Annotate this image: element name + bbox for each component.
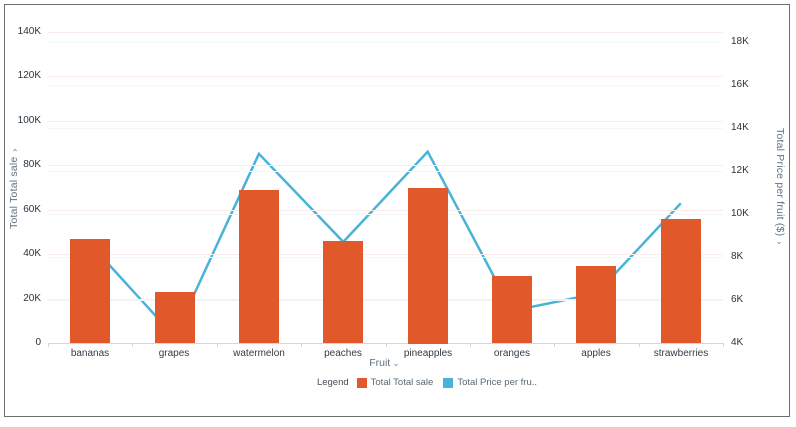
chevron-down-icon: ⌄ (9, 146, 19, 157)
right-axis-gridline (48, 85, 723, 86)
x-label-oranges: oranges (493, 348, 531, 359)
right-axis-gridline (48, 300, 723, 301)
left-axis-gridline (48, 165, 723, 166)
bar-oranges[interactable] (492, 276, 532, 343)
right-axis-gridline (48, 42, 723, 43)
left-axis-gridline (48, 299, 723, 300)
right-axis-gridline (48, 257, 723, 258)
right-axis-title-label: Total Price per fruit ($) (774, 128, 786, 237)
left-axis-tick-label: 80K (23, 159, 41, 171)
x-axis-tickmark (554, 343, 555, 347)
legend: Legend Total Total sale Total Price per f… (35, 377, 796, 388)
left-axis-gridline (48, 254, 723, 255)
chevron-down-icon: ⌄ (392, 358, 400, 368)
legend-label: Legend (316, 377, 349, 388)
x-axis-title-label: Fruit (369, 357, 391, 369)
x-axis-tickmark (48, 343, 49, 347)
legend-item-label: Total Total sale (370, 377, 434, 388)
x-label-strawberries: strawberries (653, 348, 709, 359)
bar-pineapples[interactable] (408, 188, 448, 344)
x-label-grapes: grapes (158, 348, 190, 359)
bar-grapes[interactable] (155, 292, 195, 343)
right-axis-title[interactable]: Total Price per fruit ($) ⌄ (773, 32, 787, 343)
x-label-peaches: peaches (324, 348, 362, 359)
right-axis-gridline (48, 128, 723, 129)
left-axis-tick-label: 0 (35, 337, 41, 348)
x-axis-tickmark (386, 343, 387, 347)
left-axis-gridline (48, 32, 723, 33)
left-axis-tick-label: 120K (17, 70, 41, 82)
right-axis-tick-label: 16K (731, 79, 749, 90)
right-axis-tick-label: 12K (731, 165, 749, 176)
left-axis-tick-label: 60K (23, 203, 41, 215)
x-label-apples: apples (581, 348, 611, 359)
x-label-watermelon: watermelon (233, 348, 285, 359)
right-axis-tick-label: 6K (731, 294, 744, 305)
x-axis-tickmark (639, 343, 640, 347)
x-label-pineapples: pineapples (403, 348, 453, 359)
right-axis-gridline (48, 214, 723, 215)
x-axis-tickmark (470, 343, 471, 347)
legend-item-label: Total Price per fru.. (457, 377, 538, 388)
right-axis-tick-label: 4K (731, 337, 744, 348)
left-axis-tick-label: 140K (17, 26, 41, 37)
x-axis-tickmark (301, 343, 302, 347)
x-axis-tickmark (217, 343, 218, 347)
bar-bananas[interactable] (70, 239, 110, 343)
right-axis-tick-label: 10K (731, 208, 749, 219)
x-axis-baseline (48, 343, 723, 344)
left-axis-tick-label: 100K (17, 114, 41, 126)
legend-swatch (443, 377, 454, 388)
left-axis-gridline (48, 210, 723, 211)
x-axis-tickmark (723, 343, 724, 347)
x-axis-tickmark (132, 343, 133, 347)
bar-peaches[interactable] (323, 241, 363, 343)
left-axis-tick-label: 20K (23, 292, 41, 304)
legend-item-total-sale[interactable]: Total Total sale (356, 377, 434, 388)
bar-strawberries[interactable] (661, 219, 701, 343)
bar-apples[interactable] (576, 266, 616, 343)
chevron-down-icon: ⌄ (775, 236, 785, 247)
legend-swatch (356, 377, 367, 388)
left-axis-gridline (48, 121, 723, 122)
right-axis-gridline (48, 171, 723, 172)
legend-item-price-per-fruit[interactable]: Total Price per fru.. (443, 377, 537, 388)
x-axis-title[interactable]: Fruit ⌄ (48, 357, 723, 369)
right-axis-tick-label: 18K (731, 36, 749, 47)
left-axis-gridline (48, 76, 723, 77)
right-axis-tick-label: 8K (731, 251, 744, 262)
right-axis-tick-label: 14K (731, 122, 749, 133)
bar-watermelon[interactable] (239, 190, 279, 343)
left-axis-tick-label: 40K (23, 248, 41, 260)
x-label-bananas: bananas (70, 348, 110, 359)
chart-frame: Total Total sale ⌄ Total Price per fruit… (4, 4, 790, 417)
